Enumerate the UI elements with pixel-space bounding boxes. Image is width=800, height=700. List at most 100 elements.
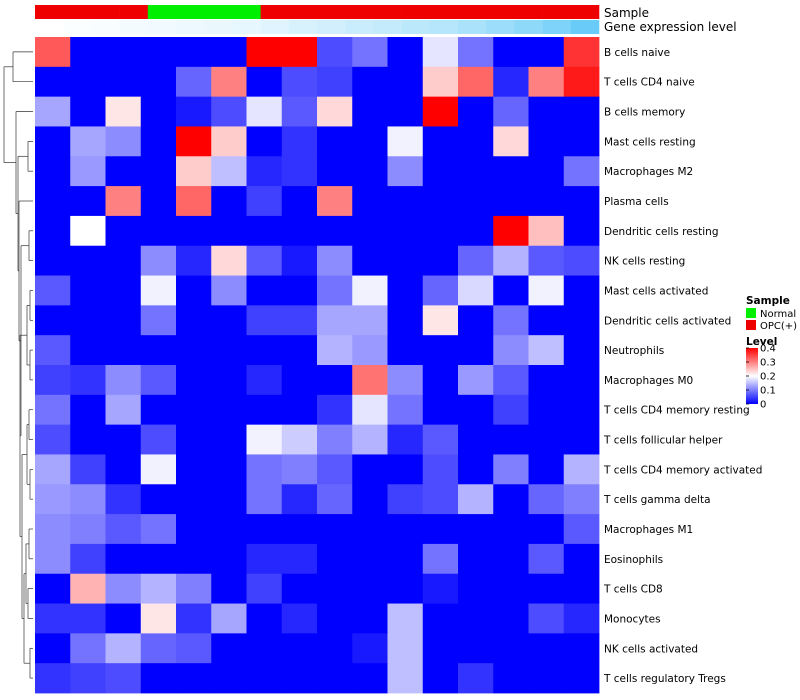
heatmap-cell [246,365,283,396]
heatmap-cell [422,573,459,604]
heatmap-cell [246,275,283,306]
heatmap-cell [211,275,247,306]
heatmap-cell [422,514,459,545]
heatmap-cell [422,663,459,694]
gene-expression-annotation-cell [35,20,64,34]
row-label: Dendritic cells activated [604,315,731,327]
row-label: Mast cells activated [604,285,708,297]
sample-annotation-cell [317,5,346,19]
sample-annotation-cell [232,5,261,19]
heatmap-cell [528,633,565,664]
heatmap-cell [281,156,318,187]
sample-annotation-cell [401,5,431,19]
sample-annotation-cell [91,5,120,19]
heatmap-cell [211,543,247,575]
heatmap-cell [317,245,353,276]
heatmap-cell [387,215,424,247]
heatmap-cell [176,633,212,664]
row-label: T cells follicular helper [603,435,723,447]
heatmap-cell [105,454,142,485]
heatmap-cell [563,96,600,127]
heatmap-cell [176,543,212,575]
heatmap-cell [140,275,177,306]
heatmap-cell [35,514,71,545]
heatmap-cell [493,663,529,694]
heatmap-cell [105,365,142,396]
heatmap-cell [352,424,388,455]
heatmap-cell [70,603,106,634]
heatmap-cell [35,454,71,485]
heatmap-cell [317,335,353,366]
sample-annotation-cell [486,5,515,19]
heatmap-cell [70,484,106,515]
heatmap-cell [387,305,424,336]
heatmap-cell [387,514,424,545]
gene-expression-annotation-cell [260,20,290,34]
heatmap-cell [140,543,177,575]
heatmap-cell [493,96,529,127]
heatmap-cell [176,96,212,127]
heatmap-cell [70,126,106,157]
heatmap-cell [528,335,565,366]
sample-annotation-cell [147,5,177,19]
heatmap-cell [70,663,106,694]
heatmap-cell [176,245,212,276]
sample-annotation-cell [373,5,402,19]
heatmap-cell [528,454,565,485]
heatmap-cell [140,454,177,485]
level-tick-label: 0.4 [760,344,776,355]
heatmap-cell [105,573,142,604]
heatmap-cell [563,543,600,575]
heatmap-cell [352,365,388,396]
heatmap-cell [140,394,177,426]
heatmap-cell [458,484,494,515]
gene-expression-annotation-cell [147,20,177,34]
heatmap-cell [528,37,565,68]
heatmap-cell [35,66,71,98]
heatmap-cell [493,305,529,336]
heatmap-cell [528,96,565,127]
heatmap-cell [422,365,459,396]
gene-expression-annotation-cell [401,20,431,34]
level-legend-title: Level [746,336,777,348]
heatmap-cell [387,186,424,217]
heatmap-cell [105,305,142,336]
heatmap-cell [105,96,142,127]
heatmap-cell [458,335,494,366]
heatmap-cell [422,454,459,485]
heatmap-cell [140,66,177,98]
heatmap-cell [70,215,106,247]
heatmap-cell [528,365,565,396]
heatmap-cell [281,454,318,485]
heatmap-cell [387,454,424,485]
row-label: B cells naive [604,47,670,59]
gene-expression-annotation-cell [63,20,92,34]
heatmap-cell [176,394,212,426]
heatmap-cell [35,275,71,306]
heatmap-cell [493,335,529,366]
heatmap-cell [105,275,142,306]
heatmap-cell [352,633,388,664]
level-tick-label: 0.2 [760,372,776,383]
heatmap-cell [493,633,529,664]
heatmap-cell [70,245,106,276]
heatmap-cell [70,335,106,366]
row-label: NK cells resting [604,256,685,268]
heatmap-cell [317,126,353,157]
legend-label: Normal [760,309,796,320]
gene-expression-annotation-cell [119,20,149,34]
heatmap-cell [563,424,600,455]
heatmap-cell [458,573,494,604]
heatmap-cell [105,424,142,455]
heatmap-cell [458,126,494,157]
heatmap-cell [352,603,388,634]
heatmap-cell [246,424,283,455]
heatmap-cell [352,96,388,127]
heatmap-cell [458,37,494,68]
gene-expression-annotation-cell [486,20,515,34]
heatmap-cell [563,245,600,276]
gene-expression-annotation-cell [232,20,261,34]
heatmap-cell [563,633,600,664]
heatmap-cell [528,573,565,604]
